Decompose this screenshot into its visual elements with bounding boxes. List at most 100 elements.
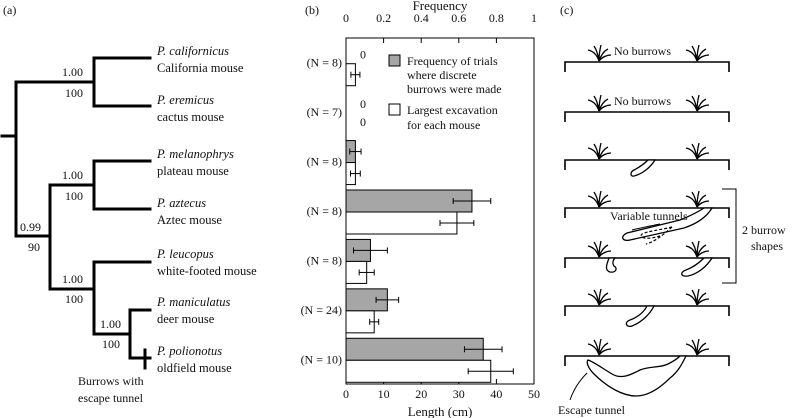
top-axis-tick-label: 1 — [531, 11, 537, 25]
ground-line — [564, 159, 730, 170]
variable-tunnel-dashed — [645, 226, 673, 245]
burrow-tunnel — [605, 257, 617, 273]
sample-size-label: (N = 10) — [301, 352, 342, 366]
burrow-tunnel — [681, 257, 714, 277]
panel-label-a: (a) — [3, 3, 16, 17]
burrow-annotation-line2: escape tunnel — [78, 391, 144, 405]
burrow-diagram-row: No burrows — [564, 44, 730, 72]
bottom-axis-tick-label: 20 — [415, 387, 427, 401]
no-burrows-label: No burrows — [614, 94, 671, 108]
node-support-top: 0.99 — [20, 220, 41, 234]
legend-swatch-excavation — [388, 103, 401, 116]
top-axis-tick-label: 0 — [343, 11, 349, 25]
burrow-diagram-row — [564, 240, 730, 277]
escape-tunnel-pointer — [569, 372, 588, 401]
ground-line — [564, 61, 730, 72]
chart-legend: Frequency of trials where discrete burro… — [388, 54, 502, 132]
top-axis-tick-label: 0.8 — [489, 11, 504, 25]
species-latin-name: P. polionotus — [156, 344, 222, 358]
burrow-diagram-row — [564, 142, 730, 177]
grass-icon — [587, 142, 612, 160]
legend-text: burrows were made — [407, 82, 502, 96]
burrow-shapes-bracket — [722, 188, 737, 284]
top-axis-tick-label: 0.2 — [376, 11, 391, 25]
burrow-panel: (c) No burrows No burrows — [558, 3, 786, 417]
burrow-shapes-label-line1: 2 burrow — [742, 223, 786, 237]
burrow-diagram-row: Variable tunnels — [564, 190, 730, 245]
species-latin-name: P. melanophrys — [156, 147, 234, 161]
node-support-bottom: 90 — [28, 240, 40, 254]
burrow-shapes-label-line2: shapes — [751, 239, 783, 253]
grass-icon — [587, 190, 612, 208]
ground-line — [564, 257, 730, 268]
bottom-axis-tick-label: 40 — [490, 387, 502, 401]
bottom-axis-tick-label: 10 — [378, 387, 390, 401]
tree-branches — [0, 56, 152, 370]
top-axis-tick-label: 0.4 — [414, 11, 429, 25]
top-axis-title: Frequency — [413, 0, 468, 13]
species-common-name: California mouse — [157, 61, 244, 75]
burrow-diagram-row: Escape tunnel — [558, 338, 730, 417]
legend-text: where discrete — [407, 68, 477, 82]
burrow-tunnel — [630, 159, 657, 177]
burrow-tunnel — [625, 305, 656, 328]
no-burrows-label: No burrows — [614, 44, 671, 58]
grass-icon — [587, 288, 612, 306]
node-support-bottom: 100 — [102, 337, 120, 351]
panel-label-b: (b) — [305, 3, 319, 17]
legend-text: Frequency of trials — [407, 54, 498, 68]
phylogeny-panel: (a) — [0, 3, 257, 405]
sample-size-labels: (N = 8) (N = 7) (N = 8) (N = 8) (N = 8) (N = … — [301, 56, 342, 367]
sample-size-label: (N = 7) — [307, 105, 342, 119]
node-support-top: 1.00 — [62, 272, 83, 286]
grass-icon — [587, 94, 612, 112]
zero-value-label: 0 — [360, 48, 366, 62]
legend-text: Largest excavation — [407, 103, 498, 117]
top-axis: 0 0.2 0.4 0.6 0.8 1 — [343, 11, 537, 43]
variable-tunnels-label: Variable tunnels — [610, 209, 688, 223]
escape-tunnel-label: Escape tunnel — [558, 403, 626, 417]
escape-tunnel-burrow — [586, 355, 688, 397]
burrow-diagram-row: No burrows — [564, 94, 730, 122]
sample-size-label: (N = 8) — [307, 56, 342, 70]
grass-icon — [685, 288, 710, 306]
chart-panel: (b) Frequency Length (cm) 0 0.2 0.4 0.6 0.8 1… — [301, 0, 540, 418]
burrow-diagram-row — [564, 288, 730, 328]
zero-value-label: 0 — [360, 115, 366, 129]
sample-size-label: (N = 8) — [307, 253, 342, 267]
bottom-axis-tick-label: 30 — [453, 387, 465, 401]
grass-icon — [685, 190, 710, 208]
burrow-annotation-line1: Burrows with — [78, 374, 144, 388]
grass-icon — [685, 338, 710, 356]
variable-tunnel-pointer — [631, 223, 661, 231]
bottom-axis-tick-label: 50 — [528, 387, 540, 401]
variable-tunnel-dashed — [640, 226, 673, 239]
node-support-bottom: 100 — [65, 189, 83, 203]
sample-size-label: (N = 8) — [307, 155, 342, 169]
species-latin-name: P. leucopus — [156, 247, 214, 261]
grass-icon — [587, 240, 612, 258]
node-support-bottom: 100 — [65, 292, 83, 306]
ground-line — [564, 111, 730, 122]
species-common-name: deer mouse — [157, 312, 215, 326]
top-axis-tick-label: 0.6 — [451, 11, 466, 25]
ground-line — [564, 355, 730, 366]
panel-label-c: (c) — [560, 3, 573, 17]
bottom-axis: 0 10 20 30 40 50 — [343, 379, 540, 401]
bar-marks: 0 0 0 — [345, 48, 514, 383]
bottom-axis-title: Length (cm) — [408, 404, 473, 418]
grass-icon — [587, 338, 612, 356]
species-latin-name: P. eremicus — [156, 93, 214, 107]
node-support-bottom: 100 — [65, 86, 83, 100]
zero-value-label: 0 — [360, 97, 366, 111]
species-common-name: plateau mouse — [157, 164, 229, 178]
node-support-top: 1.00 — [62, 168, 83, 182]
legend-text: for each mouse — [407, 118, 480, 132]
species-latin-name: P. californicus — [156, 44, 229, 58]
species-common-name: white-footed mouse — [157, 264, 257, 278]
grass-icon — [587, 44, 612, 62]
grass-icon — [685, 142, 710, 160]
grass-icon — [685, 44, 710, 62]
node-support-top: 1.00 — [62, 65, 83, 79]
